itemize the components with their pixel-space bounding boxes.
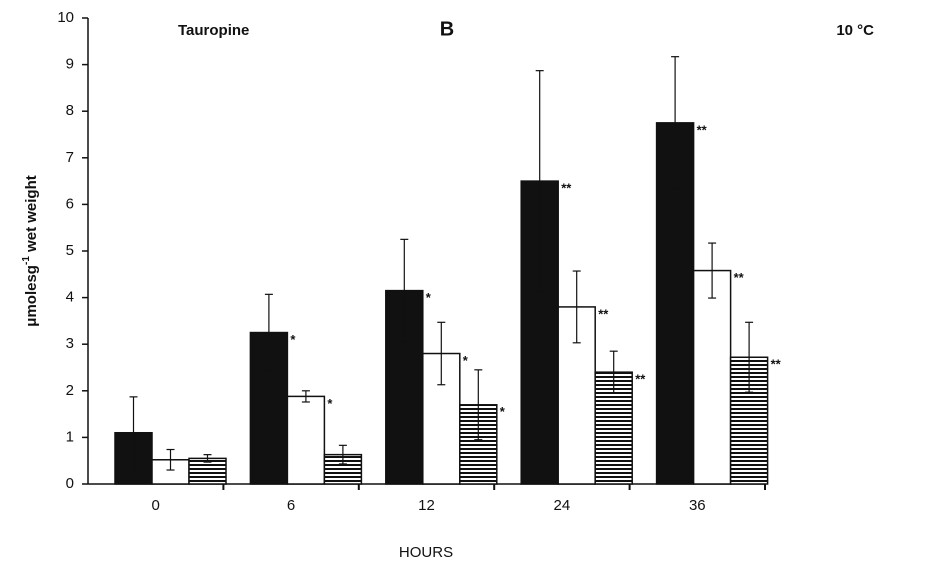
bar (692, 269, 732, 485)
significance-label: ** (697, 122, 708, 137)
significance-label: ** (734, 270, 745, 285)
x-tick-label: 36 (689, 497, 706, 514)
significance-label: ** (598, 306, 609, 321)
x-tick-label: 12 (418, 497, 435, 514)
significance-label: ** (771, 357, 782, 372)
bar (188, 457, 227, 485)
y-tick-label: 0 (66, 475, 74, 492)
significance-label: * (500, 404, 506, 419)
bar (286, 395, 326, 485)
chart-title: B (440, 18, 454, 40)
y-label-part: μmolesg (23, 265, 40, 327)
significance-label: ** (561, 181, 572, 196)
bar (249, 331, 289, 485)
annotation: 10 °C (836, 22, 874, 39)
y-tick-label: 4 (66, 289, 74, 306)
x-tick-label: 0 (152, 497, 160, 514)
y-label-sup: -1 (21, 256, 32, 265)
y-tick-label: 9 (66, 56, 74, 73)
significance-label: * (290, 332, 296, 347)
y-axis-label: μmolesg-1 wet weight (21, 175, 40, 326)
y-tick-label: 10 (57, 9, 74, 26)
y-tick-label: 7 (66, 149, 74, 166)
significance-label: * (426, 290, 432, 305)
significance-label: * (463, 353, 469, 368)
significance-label: ** (635, 372, 646, 387)
significance-label: * (327, 396, 333, 411)
x-axis-label: HOURS (399, 544, 453, 561)
y-label-part: wet weight (23, 175, 40, 256)
y-tick-label: 5 (66, 242, 74, 259)
annotation: Tauropine (178, 22, 249, 39)
y-tick-label: 8 (66, 102, 74, 119)
y-tick-label: 3 (66, 335, 74, 352)
y-tick-label: 1 (66, 428, 74, 445)
x-tick-label: 24 (554, 497, 571, 514)
x-tick-label: 6 (287, 497, 295, 514)
y-tick-label: 6 (66, 195, 74, 212)
y-tick-label: 2 (66, 382, 74, 399)
